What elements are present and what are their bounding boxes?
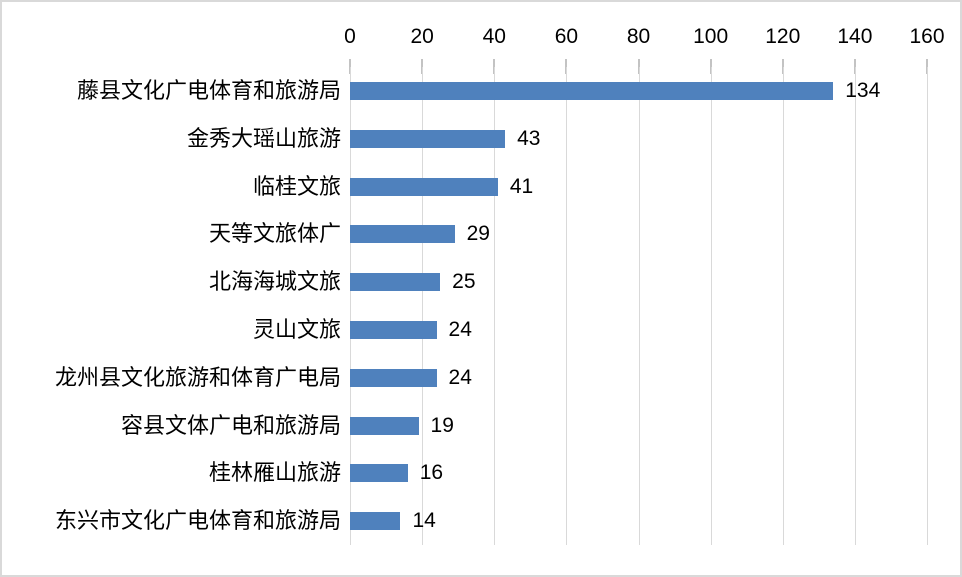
category-label: 临桂文旅 (252, 173, 341, 199)
x-axis-tick-mark (853, 59, 856, 74)
bar (350, 81, 834, 100)
bar (350, 177, 498, 196)
category-label: 金秀大瑶山旅游 (186, 125, 341, 151)
data-label: 25 (452, 270, 476, 294)
vertical-gridline (927, 67, 928, 545)
category-label: 北海海城文旅 (208, 269, 341, 295)
x-axis-tick-label: 120 (765, 25, 801, 48)
bar (350, 273, 441, 292)
data-label: 24 (448, 365, 472, 389)
category-label: 容县文体广电和旅游局 (120, 412, 341, 438)
vertical-gridline (782, 67, 784, 545)
bar (350, 368, 437, 387)
category-label: 灵山文旅 (252, 317, 341, 342)
category-label: 桂林雁山旅游 (208, 460, 341, 486)
data-label: 24 (448, 318, 472, 341)
category-label: 藤县文化广电体育和旅游局 (76, 78, 341, 103)
x-axis-tick-mark (421, 59, 424, 74)
data-label: 41 (509, 174, 534, 198)
bar (350, 320, 437, 339)
x-axis-tick-mark (637, 59, 640, 74)
vertical-gridline (422, 67, 424, 545)
x-axis-tick-label: 40 (482, 25, 506, 48)
x-axis-tick-label: 60 (554, 25, 579, 48)
vertical-gridline (350, 67, 351, 545)
bar (350, 416, 419, 435)
data-label: 14 (412, 509, 436, 533)
data-label: 134 (845, 79, 881, 102)
x-axis-tick-label: 100 (693, 25, 729, 48)
category-label: 天等文旅体广 (208, 221, 341, 247)
x-axis-tick-mark (349, 59, 351, 74)
vertical-gridline (494, 67, 496, 545)
x-axis-tick-label: 20 (410, 25, 434, 48)
category-label: 龙州县文化旅游和体育广电局 (54, 364, 341, 390)
x-axis-tick-label: 80 (626, 25, 651, 48)
data-label: 43 (517, 126, 541, 150)
bar (350, 464, 408, 483)
data-label: 29 (466, 222, 490, 246)
x-axis-tick-mark (781, 59, 784, 74)
data-label: 19 (430, 413, 454, 437)
bar (350, 512, 401, 531)
x-axis-tick-label: 140 (837, 25, 873, 48)
vertical-gridline (638, 67, 640, 545)
vertical-gridline (566, 67, 568, 545)
x-axis-tick-mark (565, 59, 568, 74)
category-label: 东兴市文化广电体育和旅游局 (54, 508, 341, 534)
x-axis-tick-mark (709, 59, 712, 74)
x-axis-tick-mark (926, 59, 928, 74)
bar (350, 129, 506, 148)
vertical-gridline (854, 67, 856, 545)
vertical-gridline (710, 67, 712, 545)
x-axis-tick-label: 160 (909, 25, 945, 48)
data-label: 16 (419, 461, 444, 485)
x-axis-tick-mark (493, 59, 496, 74)
x-axis-tick-label: 0 (344, 25, 356, 48)
bar (350, 225, 455, 244)
